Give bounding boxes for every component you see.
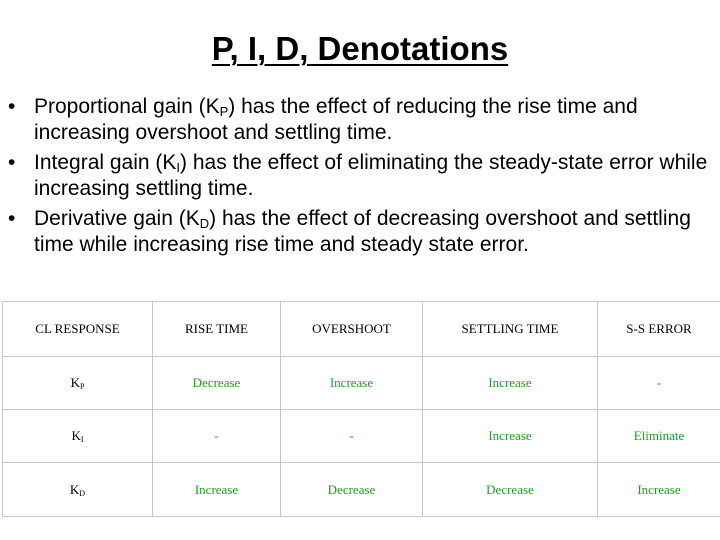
bullet-text-before: Proportional gain (K [34, 95, 220, 118]
bullet-marker: • [8, 207, 16, 230]
table-cell: - [597, 355, 720, 410]
table-row: KP Decrease Increase Increase - [2, 355, 720, 410]
header-settling-time: SETTLING TIME [422, 301, 598, 357]
table-cell: Increase [152, 462, 281, 517]
bullet-marker: • [8, 95, 16, 118]
table-header-row: CL RESPONSE RISE TIME OVERSHOOT SETTLING… [2, 301, 720, 357]
bullet-marker: • [8, 151, 16, 174]
table-cell: Eliminate [597, 408, 720, 464]
table-cell: Increase [422, 355, 598, 410]
table-cell: Decrease [280, 462, 423, 517]
table-row: KI - - Increase Eliminate [2, 408, 720, 464]
table-cell: Decrease [422, 462, 598, 517]
table-cell: - [152, 408, 281, 464]
header-ss-error: S-S ERROR [597, 301, 720, 357]
bullet-text-before: Integral gain (K [34, 151, 177, 174]
bullet-list: • Proportional gain (KP) has the effect o… [0, 94, 720, 262]
bullet-text-before: Derivative gain (K [34, 207, 200, 230]
row-label-subscript: D [79, 488, 86, 498]
table-row: KD Increase Decrease Decrease Increase [2, 462, 720, 517]
bullet-subscript: P [219, 104, 229, 119]
slide-title: P, I, D, Denotations [211, 30, 509, 67]
bullet-text-after: ) has the effect of reducing the rise ti… [34, 95, 638, 144]
table-cell: - [280, 408, 423, 464]
header-rise-time: RISE TIME [152, 301, 281, 357]
table-cell: Increase [280, 355, 423, 410]
bullet-subscript: I [176, 160, 181, 175]
bullet-item-integral: • Integral gain (KI) has the effect of el… [0, 150, 720, 202]
table-cell: Increase [422, 408, 598, 464]
row-label-text: K [70, 374, 80, 390]
pid-response-table: CL RESPONSE RISE TIME OVERSHOOT SETTLING… [2, 301, 720, 517]
bullet-text-after: ) has the effect of decreasing overshoot… [34, 207, 691, 256]
row-label-text: K [71, 428, 81, 444]
bullet-item-proportional: • Proportional gain (KP) has the effect o… [0, 94, 720, 146]
row-label-kp: KP [2, 355, 153, 410]
row-label-ki: KI [2, 408, 153, 464]
bullet-text-after: ) has the effect of eliminating the stea… [34, 151, 708, 200]
header-cl-response: CL RESPONSE [2, 301, 153, 357]
row-label-subscript: P [79, 381, 85, 391]
table-cell: Increase [597, 462, 720, 517]
header-overshoot: OVERSHOOT [280, 301, 423, 357]
table-cell: Decrease [152, 355, 281, 410]
bullet-item-derivative: • Derivative gain (KD) has the effect of … [0, 206, 720, 258]
row-label-subscript: I [80, 435, 84, 445]
bullet-subscript: D [199, 216, 210, 231]
row-label-text: K [69, 481, 80, 497]
row-label-kd: KD [2, 462, 153, 517]
